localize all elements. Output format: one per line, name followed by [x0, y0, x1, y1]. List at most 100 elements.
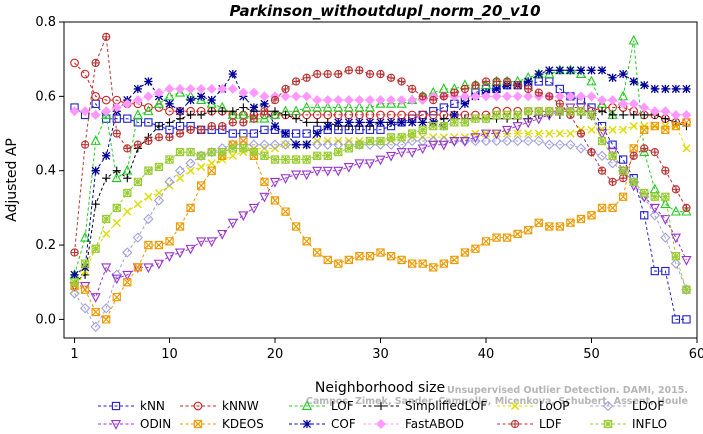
data-point-kdeos — [344, 255, 353, 265]
data-point-odin — [259, 192, 270, 203]
legend-label: kNN — [140, 399, 165, 413]
data-point-inflo — [566, 107, 575, 116]
data-point-cof — [397, 118, 406, 127]
data-point-lof — [79, 231, 91, 242]
data-point-fastabod — [280, 91, 291, 102]
data-point-lof — [660, 198, 671, 209]
data-point-ldf — [418, 92, 427, 101]
data-point-ldf — [239, 118, 248, 127]
y-axis: 0.0 0.2 0.4 0.6 0.8 — [35, 15, 64, 327]
data-point-lof — [312, 101, 323, 112]
data-point-ldf — [186, 125, 195, 134]
data-point-simplifiedlof — [102, 174, 111, 183]
data-point-kdeos — [102, 315, 111, 324]
data-point-ldof — [301, 139, 312, 150]
legend-swatch-marker — [110, 420, 122, 430]
data-point-ldf — [323, 69, 332, 79]
data-point-cof — [408, 118, 417, 127]
data-point-ldf — [671, 185, 681, 194]
data-point-ldf — [576, 129, 586, 138]
data-point-cof — [492, 84, 501, 94]
data-point-inflo — [492, 110, 501, 120]
data-point-loop — [492, 129, 501, 138]
data-point-odin — [153, 259, 165, 270]
data-point-ldof — [607, 158, 618, 169]
data-point-loop — [102, 229, 111, 239]
series-cof — [70, 66, 691, 279]
data-point-loop — [629, 121, 638, 131]
data-point-cof — [576, 66, 586, 75]
data-point-cof — [175, 107, 185, 116]
data-point-ldf — [133, 140, 143, 149]
legend-label: SimplifiedLOF — [405, 399, 487, 413]
data-point-fastabod — [502, 91, 513, 102]
data-point-kdeos — [334, 259, 343, 268]
data-point-odin — [438, 140, 449, 151]
data-point-inflo — [112, 203, 121, 213]
data-point-cof — [661, 84, 670, 94]
data-point-simplifiedlof — [154, 121, 164, 131]
legend-swatch-marker — [193, 401, 203, 411]
data-point-loop — [555, 129, 564, 138]
data-point-inflo — [376, 136, 385, 146]
data-point-loop — [545, 129, 554, 138]
x-tick-label: 30 — [372, 347, 389, 362]
data-point-cof — [418, 118, 427, 127]
data-point-knn — [682, 315, 691, 324]
legend-item-knnw: kNNW — [180, 399, 259, 413]
data-point-lof — [375, 98, 386, 108]
data-point-inflo — [545, 107, 554, 116]
data-point-ldf — [123, 144, 132, 153]
data-point-knn — [439, 103, 448, 112]
legend-label: ODIN — [140, 417, 171, 431]
data-point-ldof — [575, 143, 587, 154]
data-point-knn — [671, 315, 681, 324]
data-point-lof — [628, 34, 639, 45]
data-point-ldf — [429, 95, 438, 105]
data-point-inflo — [576, 107, 586, 116]
data-point-loop — [619, 125, 628, 134]
data-point-knn — [249, 129, 259, 138]
data-point-ldf — [534, 88, 543, 97]
legend-swatch-marker — [510, 401, 520, 411]
legend-label: kNNW — [222, 399, 259, 413]
data-point-kdeos — [502, 233, 512, 242]
data-point-ldf — [291, 77, 301, 86]
data-point-inflo — [154, 162, 164, 172]
data-point-kdeos — [365, 252, 375, 261]
data-point-simplifiedlof — [608, 110, 617, 120]
x-axis-label: Neighborhood size — [315, 380, 445, 396]
data-point-fastabod — [164, 83, 175, 94]
data-point-odin — [660, 215, 671, 225]
data-point-knn — [302, 129, 311, 138]
data-point-simplifiedlof — [292, 114, 301, 123]
data-point-odin — [385, 151, 397, 162]
data-point-loop — [123, 207, 132, 216]
data-point-kdeos — [355, 252, 364, 261]
data-point-kdeos — [154, 240, 164, 250]
data-point-cof — [671, 84, 680, 94]
y-tick-label: 0.2 — [35, 238, 56, 253]
data-point-ldof — [354, 139, 365, 150]
data-point-fastabod — [301, 91, 312, 102]
data-point-cof — [281, 129, 290, 138]
data-point-cof — [682, 84, 691, 94]
data-point-lof — [396, 98, 407, 108]
data-point-ldof — [544, 139, 555, 150]
data-point-kdeos — [608, 203, 617, 213]
data-point-kdeos — [386, 252, 396, 261]
legend-item-ldf: LDF — [497, 417, 562, 431]
data-point-knn — [661, 266, 670, 276]
data-point-kdeos — [534, 218, 543, 227]
data-point-loop — [175, 174, 185, 183]
data-point-inflo — [587, 110, 596, 120]
data-point-ldof — [512, 135, 523, 147]
data-point-simplifiedlof — [302, 118, 311, 127]
data-point-lof — [153, 98, 165, 108]
data-point-fastabod — [132, 95, 143, 106]
data-point-ldf — [386, 73, 396, 82]
data-point-odin — [649, 203, 660, 214]
data-point-kdeos — [291, 222, 301, 231]
legend: kNN kNNW LOF SimplifiedLOF LoOP LDOF ODIN KDEOS… — [98, 399, 667, 431]
data-point-simplifiedlof — [91, 200, 100, 209]
